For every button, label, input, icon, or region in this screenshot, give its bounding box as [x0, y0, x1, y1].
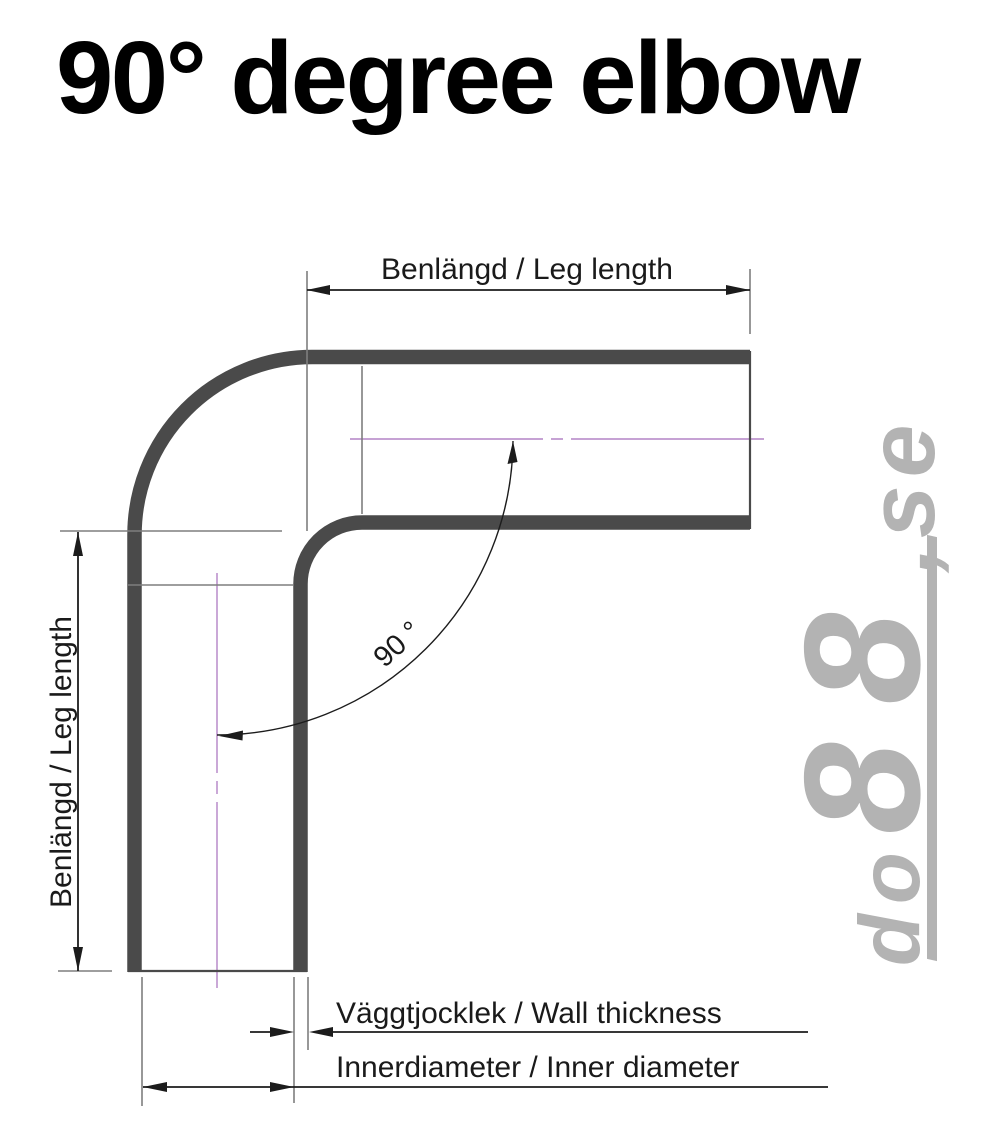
pipe-walls	[127, 349, 752, 973]
extension-lines	[58, 269, 751, 1106]
arrowhead-left-icon	[306, 285, 330, 295]
arrowhead-left-icon	[219, 730, 243, 741]
arrowhead-left-icon	[309, 1027, 333, 1037]
inner-wall-path	[293, 515, 750, 972]
centerlines	[216, 438, 766, 988]
page-title: 90° degree elbow	[56, 20, 861, 135]
arrowhead-up-icon	[73, 532, 83, 556]
inner-diameter-label: Innerdiameter / Inner diameter	[336, 1051, 740, 1084]
outer-wall-path	[127, 349, 750, 972]
arrowhead-right-icon	[726, 285, 750, 295]
arrowhead-down-icon	[73, 947, 83, 971]
angle-arc-path	[216, 440, 514, 736]
dimension-lines	[73, 285, 828, 1092]
angle-arc	[216, 440, 518, 741]
arrowhead-right-icon	[270, 1027, 294, 1037]
arrowhead-left-icon	[143, 1082, 167, 1092]
wall-thickness-label: Väggtjocklek / Wall thickness	[336, 997, 722, 1030]
leg-length-top-label: Benlängd / Leg length	[381, 253, 673, 286]
arrowhead-up-icon	[507, 441, 518, 464]
leg-length-left-label: Benlängd / Leg length	[45, 616, 78, 908]
arrowhead-right-icon	[270, 1082, 294, 1092]
